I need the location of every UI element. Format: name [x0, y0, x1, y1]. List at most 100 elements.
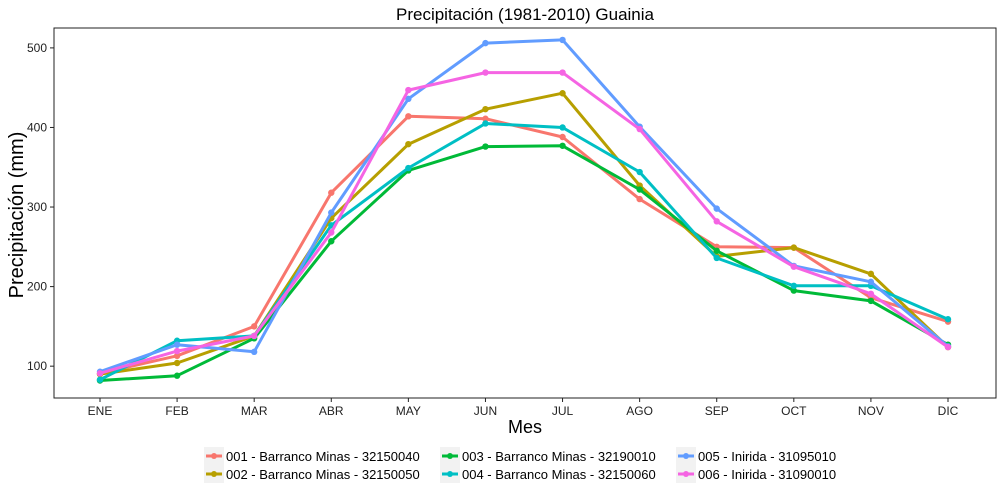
data-point: [250, 348, 258, 356]
series-line: [98, 114, 950, 375]
data-point: [713, 218, 720, 225]
legend-key-point: [683, 471, 689, 477]
legend-key-point: [447, 453, 453, 459]
legend-label: 005 - Inirida - 31095010: [698, 449, 836, 464]
x-tick-label: NOV: [858, 404, 884, 418]
data-point: [328, 229, 335, 236]
x-tick-label: DIC: [938, 404, 959, 418]
x-tick-label: ABR: [319, 404, 344, 418]
plot-border: [53, 27, 997, 399]
y-tick-label: 200: [27, 280, 47, 294]
data-point: [559, 36, 566, 44]
data-point: [173, 352, 181, 360]
x-tick-label: JUN: [474, 404, 497, 418]
legend-item: 002 - Barranco Minas - 32150050: [204, 465, 420, 483]
data-point: [559, 69, 566, 76]
legend-item: 006 - Inirida - 31090010: [676, 465, 836, 483]
legend-item: 003 - Barranco Minas - 32190010: [440, 447, 656, 465]
data-point: [482, 39, 489, 47]
x-tick-label: MAR: [241, 404, 268, 418]
data-point: [173, 372, 181, 379]
data-point: [867, 297, 875, 305]
legend-label: 001 - Barranco Minas - 32150040: [226, 449, 420, 464]
data-point: [482, 69, 489, 76]
legend-label: 006 - Inirida - 31090010: [698, 467, 836, 482]
data-point: [328, 238, 335, 245]
data-point: [559, 90, 566, 97]
legend-item: 004 - Barranco Minas - 32150060: [440, 465, 656, 483]
legend-item: 005 - Inirida - 31095010: [676, 447, 836, 465]
x-tick-label: FEB: [165, 404, 188, 418]
data-point: [559, 124, 566, 131]
data-point: [790, 282, 798, 290]
data-point: [405, 113, 412, 120]
data-point: [405, 164, 412, 172]
data-point: [790, 244, 798, 251]
data-point: [405, 140, 412, 148]
data-point: [482, 143, 489, 150]
data-point: [96, 370, 104, 377]
data-point: [636, 186, 643, 193]
data-point: [482, 105, 489, 113]
y-tick-label: 100: [27, 359, 47, 373]
data-point: [328, 189, 335, 196]
data-point: [867, 270, 875, 278]
data-point: [482, 120, 489, 127]
series-group: [96, 120, 952, 383]
legend-key-point: [683, 453, 689, 459]
data-point: [328, 209, 335, 216]
x-tick-label: AGO: [626, 404, 653, 418]
data-point: [636, 125, 643, 133]
x-axis-title: Mes: [508, 417, 542, 437]
series-line: [98, 71, 950, 375]
series-group: [96, 69, 952, 377]
plot-area: 100 200 300 400 500 ENE FEB MAR ABR MAY JUN JUL AGO S…: [27, 27, 997, 418]
legend-key-point: [211, 453, 217, 459]
legend-item: 001 - Barranco Minas - 32150040: [204, 447, 420, 465]
data-point: [250, 332, 258, 340]
data-point: [713, 254, 720, 262]
data-point: [713, 205, 720, 212]
series-group: [96, 90, 952, 378]
data-point: [636, 195, 643, 203]
x-tick-label: SEP: [705, 404, 729, 418]
y-tick-label: 400: [27, 120, 47, 134]
series-group: [96, 36, 952, 375]
data-point: [405, 86, 412, 94]
x-tick-label: ENE: [88, 404, 113, 418]
data-point: [559, 142, 566, 149]
legend-key-point: [211, 471, 217, 477]
data-point: [173, 347, 181, 355]
x-tick-label: MAY: [396, 404, 421, 418]
data-point: [867, 290, 875, 297]
series-line: [98, 144, 950, 382]
y-axis-title: Precipitación (mm): [6, 132, 28, 299]
data-point: [636, 168, 643, 176]
legend-label: 004 - Barranco Minas - 32150060: [462, 467, 656, 482]
data-point: [790, 263, 798, 270]
data-point: [173, 341, 181, 348]
series-group: [96, 113, 952, 377]
data-point: [250, 323, 258, 330]
data-point: [944, 316, 952, 323]
data-point: [96, 376, 104, 383]
data-point: [867, 278, 875, 286]
data-point: [944, 343, 952, 351]
y-tick-label: 500: [27, 41, 47, 55]
data-point: [790, 287, 798, 294]
chart-title: Precipitación (1981-2010) Guainia: [396, 5, 655, 24]
series-line: [98, 38, 950, 374]
x-tick-label: OCT: [781, 404, 807, 418]
legend-label: 003 - Barranco Minas - 32190010: [462, 449, 656, 464]
data-point: [713, 247, 720, 254]
data-point: [559, 133, 566, 141]
data-point: [173, 359, 181, 367]
series-line: [98, 122, 950, 382]
y-tick-label: 300: [27, 200, 47, 214]
data-point: [405, 95, 412, 103]
x-tick-label: JUL: [552, 404, 574, 418]
legend-label: 002 - Barranco Minas - 32150050: [226, 467, 420, 482]
legend: 001 - Barranco Minas - 32150040 002 - Bar…: [204, 447, 836, 483]
data-point: [482, 115, 489, 122]
